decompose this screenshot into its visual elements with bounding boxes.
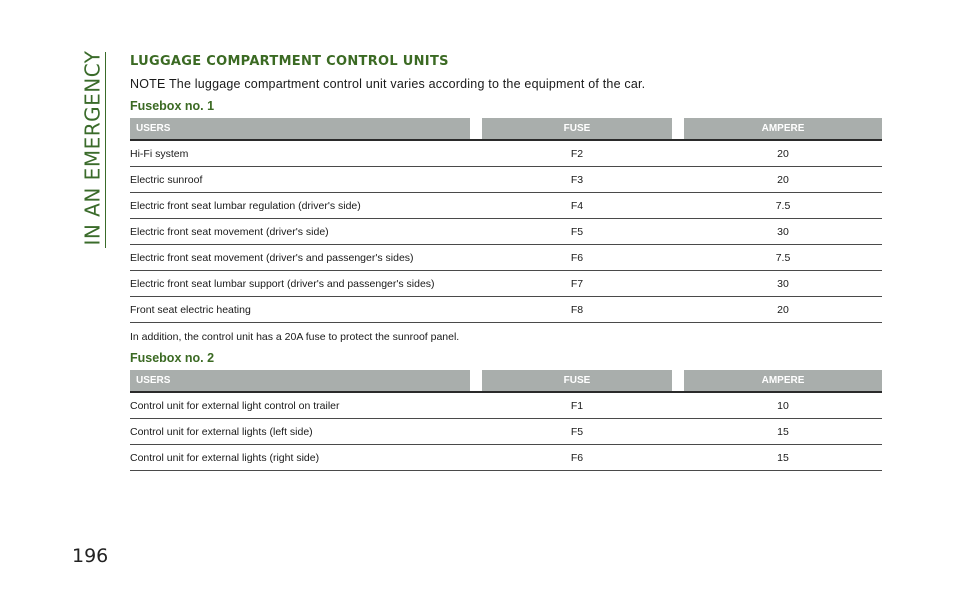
header-users: USERS (130, 118, 470, 141)
cell-ampere: 7.5 (684, 193, 882, 219)
fusebox-2-title: Fusebox no. 2 (130, 351, 215, 365)
cell-fuse: F5 (482, 219, 672, 245)
cell-ampere: 20 (684, 167, 882, 193)
cell-fuse: F4 (482, 193, 672, 219)
table-row: Control unit for external lights (left s… (130, 419, 882, 445)
cell-gap (672, 141, 684, 167)
cell-user: Control unit for external lights (right … (130, 445, 470, 471)
cell-user: Electric front seat movement (driver's s… (130, 219, 470, 245)
cell-ampere: 20 (684, 141, 882, 167)
cell-ampere: 30 (684, 271, 882, 297)
cell-gap (672, 219, 684, 245)
cell-fuse: F6 (482, 445, 672, 471)
cell-gap (672, 271, 684, 297)
cell-user: Hi-Fi system (130, 141, 470, 167)
cell-gap (672, 193, 684, 219)
cell-gap (470, 245, 482, 271)
cell-gap (470, 393, 482, 419)
cell-fuse: F1 (482, 393, 672, 419)
cell-ampere: 10 (684, 393, 882, 419)
fusebox-1-table: USERS FUSE AMPERE Hi-Fi system F2 20 Electr… (130, 118, 882, 323)
side-tab: IN AN EMERGENCY (78, 48, 108, 248)
cell-gap (470, 271, 482, 297)
cell-gap (470, 219, 482, 245)
cell-gap (672, 297, 684, 323)
cell-user: Electric sunroof (130, 167, 470, 193)
table-row: Front seat electric heating F8 20 (130, 297, 882, 323)
header-fuse: FUSE (482, 370, 672, 393)
table-header-row: USERS FUSE AMPERE (130, 370, 882, 393)
table-row: Electric front seat movement (driver's a… (130, 245, 882, 271)
page-content: LUGGAGE COMPARTMENT CONTROL UNITS NOTE T… (130, 54, 882, 471)
cell-fuse: F8 (482, 297, 672, 323)
cell-gap (672, 419, 684, 445)
cell-gap (470, 193, 482, 219)
cell-gap (470, 297, 482, 323)
table-row: Control unit for external lights (right … (130, 445, 882, 471)
cell-user: Front seat electric heating (130, 297, 470, 323)
cell-user: Electric front seat lumbar support (driv… (130, 271, 470, 297)
table-row: Electric front seat lumbar regulation (d… (130, 193, 882, 219)
cell-user: Control unit for external light control … (130, 393, 470, 419)
header-ampere: AMPERE (684, 370, 882, 393)
cell-gap (672, 245, 684, 271)
table-row: Electric front seat lumbar support (driv… (130, 271, 882, 297)
side-tab-rule (105, 52, 106, 248)
header-users: USERS (130, 370, 470, 393)
table-row: Electric sunroof F3 20 (130, 167, 882, 193)
table-row: Electric front seat movement (driver's s… (130, 219, 882, 245)
header-ampere: AMPERE (684, 118, 882, 141)
cell-ampere: 15 (684, 445, 882, 471)
cell-gap (470, 419, 482, 445)
cell-ampere: 7.5 (684, 245, 882, 271)
table-row: Hi-Fi system F2 20 (130, 141, 882, 167)
section-title: LUGGAGE COMPARTMENT CONTROL UNITS (130, 54, 449, 69)
cell-gap (470, 445, 482, 471)
cell-user: Electric front seat movement (driver's a… (130, 245, 470, 271)
cell-fuse: F6 (482, 245, 672, 271)
cell-fuse: F7 (482, 271, 672, 297)
page-number: 196 (72, 545, 109, 567)
cell-ampere: 20 (684, 297, 882, 323)
fusebox-1-title: Fusebox no. 1 (130, 99, 215, 113)
after-note: In addition, the control unit has a 20A … (130, 331, 460, 343)
cell-user: Control unit for external lights (left s… (130, 419, 470, 445)
cell-ampere: 15 (684, 419, 882, 445)
cell-fuse: F5 (482, 419, 672, 445)
cell-user: Electric front seat lumbar regulation (d… (130, 193, 470, 219)
side-tab-label: IN AN EMERGENCY (81, 50, 106, 246)
table-row: Control unit for external light control … (130, 393, 882, 419)
cell-gap (672, 167, 684, 193)
cell-fuse: F3 (482, 167, 672, 193)
cell-ampere: 30 (684, 219, 882, 245)
cell-gap (470, 141, 482, 167)
cell-gap (672, 445, 684, 471)
fusebox-2-table: USERS FUSE AMPERE Control unit for exter… (130, 370, 882, 471)
table-header-row: USERS FUSE AMPERE (130, 118, 882, 141)
cell-gap (470, 167, 482, 193)
note-text: NOTE The luggage compartment control uni… (130, 77, 646, 91)
cell-fuse: F2 (482, 141, 672, 167)
cell-gap (672, 393, 684, 419)
header-fuse: FUSE (482, 118, 672, 141)
